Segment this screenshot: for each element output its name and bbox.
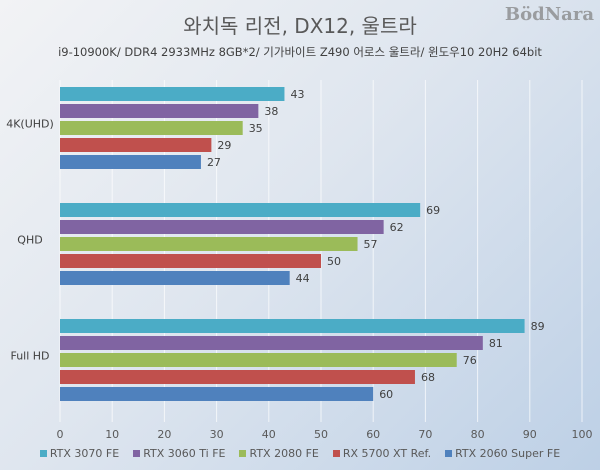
x-tick-label: 10 xyxy=(105,428,119,441)
data-label: 57 xyxy=(364,238,378,251)
bar xyxy=(60,370,415,384)
bar xyxy=(60,138,212,152)
legend-item: RTX 3060 Ti FE xyxy=(133,447,225,460)
bar xyxy=(60,237,358,251)
chart-subtitle: i9-10900K/ DDR4 2933MHz 8GB*2/ 기가바이트 Z49… xyxy=(58,45,542,59)
data-label: 38 xyxy=(264,105,278,118)
data-label: 43 xyxy=(290,88,304,101)
legend-swatch xyxy=(332,450,340,457)
x-tick-label: 50 xyxy=(314,428,328,441)
legend-item: RTX 2060 Super FE xyxy=(445,447,560,460)
legend: RTX 3070 FE RTX 3060 Ti FE RTX 2080 FE RX 5… xyxy=(0,447,600,460)
legend-item: RTX 2080 FE xyxy=(239,447,319,460)
data-label: 89 xyxy=(531,320,545,333)
legend-swatch xyxy=(39,450,47,457)
x-tick-label: 60 xyxy=(366,428,380,441)
category-label: 4K(UHD) xyxy=(6,118,54,131)
data-label: 76 xyxy=(463,354,477,367)
x-tick-label: 20 xyxy=(157,428,171,441)
data-label: 29 xyxy=(217,139,231,152)
data-label: 50 xyxy=(327,255,341,268)
legend-swatch xyxy=(445,450,453,457)
legend-label: RTX 2060 Super FE xyxy=(455,447,561,460)
bar xyxy=(60,121,243,135)
data-label: 27 xyxy=(207,156,221,169)
x-tick-label: 0 xyxy=(57,428,64,441)
data-label: 81 xyxy=(489,337,503,350)
x-tick-label: 30 xyxy=(210,428,224,441)
bar xyxy=(60,353,457,367)
legend-label: RTX 3070 FE xyxy=(49,447,120,460)
bar xyxy=(60,104,259,118)
category-label: QHD xyxy=(17,234,42,247)
chart-title: 와치독 리전, DX12, 울트라 xyxy=(183,14,417,38)
x-tick-label: 90 xyxy=(523,428,537,441)
legend-swatch xyxy=(239,450,247,457)
data-label: 68 xyxy=(421,371,435,384)
bar xyxy=(60,336,483,350)
data-label: 44 xyxy=(296,272,310,285)
data-label: 35 xyxy=(249,122,263,135)
bar xyxy=(60,220,384,234)
data-label: 60 xyxy=(379,388,393,401)
watermark-logo: BödNara xyxy=(504,4,594,25)
data-label: 62 xyxy=(390,221,404,234)
bar xyxy=(60,203,421,217)
bar xyxy=(60,319,525,333)
legend-label: RX 5700 XT Ref. xyxy=(342,447,432,460)
bar xyxy=(60,87,285,101)
x-tick-label: 80 xyxy=(471,428,485,441)
bar xyxy=(60,271,290,285)
x-tick-label: 70 xyxy=(418,428,432,441)
bar xyxy=(60,387,374,401)
legend-label: RTX 2080 FE xyxy=(249,447,319,460)
data-label: 69 xyxy=(426,204,440,217)
legend-item: RX 5700 XT Ref. xyxy=(332,447,432,460)
bar xyxy=(60,254,321,268)
legend-swatch xyxy=(133,450,141,457)
category-label: Full HD xyxy=(10,350,49,363)
legend-item: RTX 3070 FE xyxy=(39,447,120,460)
bar xyxy=(60,155,201,169)
x-tick-label: 40 xyxy=(262,428,276,441)
legend-label: RTX 3060 Ti FE xyxy=(143,447,226,460)
x-tick-label: 100 xyxy=(572,428,593,441)
